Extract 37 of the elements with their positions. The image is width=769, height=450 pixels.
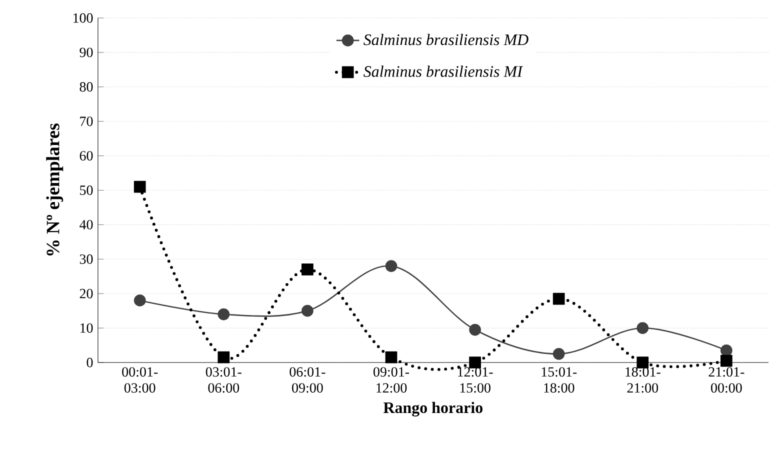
legend-label: Salminus brasiliensis MI xyxy=(364,66,524,78)
y-tick-label: 40 xyxy=(80,220,93,230)
point xyxy=(720,344,732,356)
legend-label: Salminus brasiliensis MD xyxy=(364,34,528,46)
y-tick-label: 0 xyxy=(86,358,93,368)
point xyxy=(134,294,146,307)
y-tick-label: 90 xyxy=(80,48,93,58)
y-tick-label: 60 xyxy=(80,151,93,161)
y-tick-label: 100 xyxy=(74,13,93,23)
point xyxy=(385,351,398,364)
point xyxy=(636,322,649,334)
x-tick-label: 15:01-18:00 xyxy=(542,367,577,393)
point xyxy=(552,292,565,305)
x-tick-label: 03:01-06:00 xyxy=(206,367,242,393)
point xyxy=(469,324,481,336)
y-tick-label: 30 xyxy=(80,254,93,264)
point xyxy=(218,308,230,320)
x-tick-label: 18:01-21:00 xyxy=(626,367,660,393)
point xyxy=(302,304,314,317)
point xyxy=(385,260,398,272)
x-tick-label: 21:01-00:00 xyxy=(708,367,744,393)
x-tick-label: 06:01-09:00 xyxy=(290,367,326,393)
x-tick-label: 00:01-03:00 xyxy=(122,367,158,393)
y-tick-label: 80 xyxy=(80,82,93,92)
y-tick-label: 70 xyxy=(80,116,93,126)
point xyxy=(134,180,146,193)
x-tick-label: 09:01-12:00 xyxy=(374,367,410,393)
x-tick-label: 12:01-15:00 xyxy=(458,367,493,393)
point xyxy=(552,348,565,360)
point xyxy=(720,354,732,367)
y-tick-label: 20 xyxy=(80,288,93,298)
x-axis-title: Rango horario xyxy=(383,402,482,417)
y-axis-title: % Nº ejemplares xyxy=(46,124,64,256)
point xyxy=(218,351,230,364)
y-tick-label: 50 xyxy=(80,186,93,196)
y-tick-label: 10 xyxy=(80,323,93,333)
point xyxy=(302,264,314,276)
